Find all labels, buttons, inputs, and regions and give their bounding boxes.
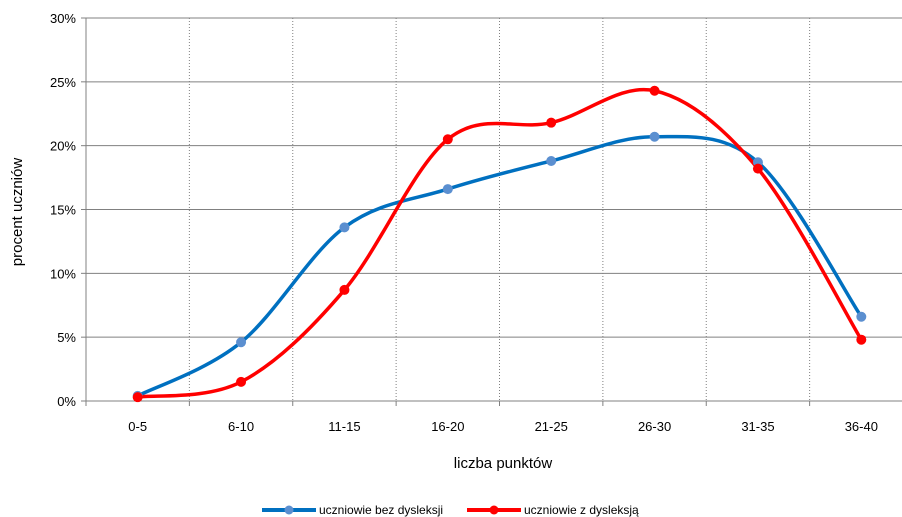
data-point-series-1 bbox=[856, 311, 867, 322]
tick-labels: 0% 5% 10% 15% 20% 25% 30% 0-5 6-10 11-15 16-20 21-2… bbox=[50, 11, 878, 434]
y-axis-title: procent uczniów bbox=[9, 158, 26, 267]
data-point-series-2 bbox=[236, 376, 247, 387]
legend: uczniowie bez dysleksji uczniowie z dysl… bbox=[262, 503, 639, 517]
data-point-series-2 bbox=[649, 85, 660, 96]
data-point-series-2 bbox=[132, 392, 143, 403]
data-point-series-1 bbox=[442, 184, 453, 195]
data-point-series-2 bbox=[442, 134, 453, 145]
data-point-series-1 bbox=[236, 337, 247, 348]
legend-item-series-2: uczniowie z dysleksją bbox=[467, 503, 639, 517]
legend-item-series-1: uczniowie bez dysleksji bbox=[262, 503, 443, 517]
data-point-series-1 bbox=[546, 155, 557, 166]
series-area bbox=[132, 85, 867, 403]
y-tick-label: 25% bbox=[50, 75, 76, 90]
x-tick-label: 36-40 bbox=[845, 419, 878, 434]
legend-label-series-2: uczniowie z dysleksją bbox=[524, 503, 639, 517]
x-tick-label: 21-25 bbox=[535, 419, 568, 434]
y-tick-label: 20% bbox=[50, 139, 76, 154]
x-tick-label: 6-10 bbox=[228, 419, 254, 434]
legend-marker-series-2 bbox=[489, 505, 499, 515]
data-point-series-1 bbox=[649, 131, 660, 142]
y-tick-label: 5% bbox=[57, 330, 76, 345]
axes bbox=[81, 17, 902, 406]
x-tick-label: 0-5 bbox=[128, 419, 147, 434]
data-point-series-2 bbox=[546, 117, 557, 128]
x-tick-label: 11-15 bbox=[328, 419, 360, 434]
x-tick-label: 16-20 bbox=[431, 419, 464, 434]
y-tick-label: 10% bbox=[50, 266, 76, 281]
grid bbox=[86, 17, 902, 402]
y-tick-label: 15% bbox=[50, 203, 76, 218]
data-point-series-1 bbox=[339, 222, 350, 233]
data-point-series-2 bbox=[752, 163, 763, 174]
series-line-1 bbox=[135, 134, 864, 398]
x-tick-label: 26-30 bbox=[638, 419, 671, 434]
data-point-series-2 bbox=[339, 284, 350, 295]
x-tick-label: 31-35 bbox=[741, 419, 774, 434]
legend-marker-series-1 bbox=[284, 505, 294, 515]
y-tick-label: 30% bbox=[50, 11, 76, 26]
x-axis-title: liczba punktów bbox=[454, 455, 553, 472]
data-point-series-2 bbox=[856, 334, 867, 345]
legend-label-series-1: uczniowie bez dysleksji bbox=[319, 503, 443, 517]
y-tick-label: 0% bbox=[57, 394, 76, 409]
